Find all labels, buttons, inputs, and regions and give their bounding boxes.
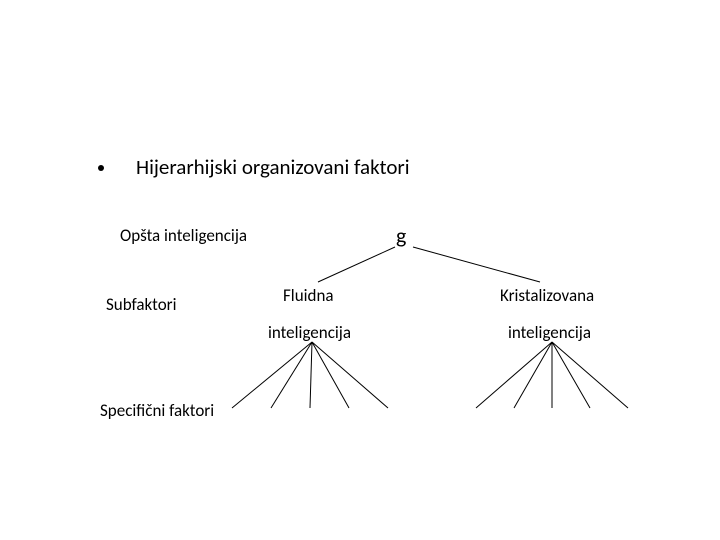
tree-edges: [0, 0, 720, 540]
